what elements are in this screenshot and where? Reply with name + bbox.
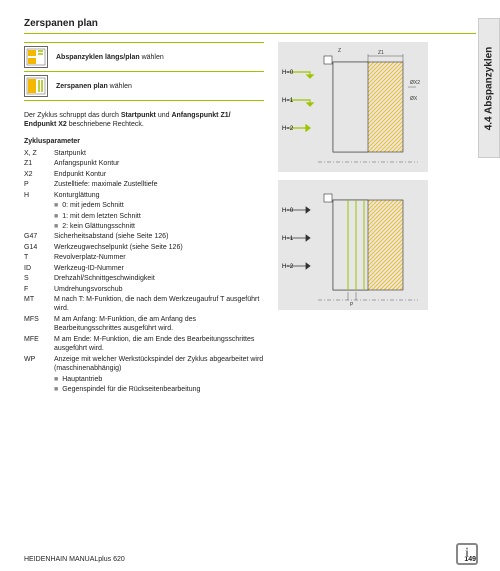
diagram-top: H=0 H=1 H=2 Z1 ØX2 ØX Z <box>278 42 428 172</box>
svg-text:H=1: H=1 <box>282 236 294 242</box>
footer-left: HEIDENHAIN MANUALplus 620 <box>24 556 125 563</box>
svg-text:H=1: H=1 <box>282 98 294 104</box>
param-row: G14Werkzeugwechselpunkt (siehe Seite 126… <box>24 243 264 252</box>
svg-text:Z1: Z1 <box>378 50 384 56</box>
param-sub: ■Hauptantrieb <box>54 375 264 384</box>
title-rule <box>24 33 476 34</box>
params-heading: Zyklusparameter <box>24 138 264 145</box>
svg-text:H=2: H=2 <box>282 264 294 270</box>
selector-1-label: Abspanzyklen längs/plan wählen <box>56 54 164 61</box>
param-row: TRevolverplatz-Nummer <box>24 253 264 262</box>
section-tab: 4.4 Abspanzyklen <box>478 18 500 158</box>
cycle-description: Der Zyklus schruppt das durch Startpunkt… <box>24 111 264 130</box>
param-row: MFEM am Ende: M-Funktion, die am Ende de… <box>24 335 264 354</box>
right-column: H=0 H=1 H=2 Z1 ØX2 ØX Z <box>278 42 428 395</box>
param-row: SDrehzahl/Schnittgeschwindigkeit <box>24 274 264 283</box>
cycle-icon-2 <box>24 75 48 97</box>
selector-row-2: Zerspanen plan wählen <box>24 72 264 101</box>
param-row: X, ZStartpunkt <box>24 149 264 158</box>
svg-text:ØX2: ØX2 <box>410 80 420 86</box>
param-row: HKonturglättung <box>24 191 264 200</box>
param-row: MFSM am Anfang: M-Funktion, die am Anfan… <box>24 315 264 334</box>
selector-2-label: Zerspanen plan wählen <box>56 83 132 90</box>
param-row: IDWerkzeug-ID-Nummer <box>24 264 264 273</box>
params-list: X, ZStartpunkt Z1Anfangspunkt Kontur X2E… <box>24 149 264 395</box>
left-column: Abspanzyklen längs/plan wählen Zerspanen… <box>24 42 264 395</box>
param-row: WPAnzeige mit welcher Werkstückspindel d… <box>24 355 264 374</box>
param-row: G47Sicherheitsabstand (siehe Seite 126) <box>24 232 264 241</box>
info-icon: i <box>456 543 478 565</box>
section-tab-label: 4.4 Abspanzyklen <box>484 46 495 130</box>
param-row: X2Endpunkt Kontur <box>24 170 264 179</box>
param-row: PZustelltiefe: maximale Zustelltiefe <box>24 180 264 189</box>
param-sub: ■2: kein Glättungsschnitt <box>54 222 264 231</box>
cycle-icon-1 <box>24 46 48 68</box>
param-row: Z1Anfangspunkt Kontur <box>24 159 264 168</box>
page-title: Zerspanen plan <box>24 18 476 29</box>
param-sub: ■1: mit dem letzten Schnitt <box>54 212 264 221</box>
svg-text:P: P <box>350 302 354 308</box>
param-sub: ■Gegenspindel für die Rückseitenbearbeit… <box>54 385 264 394</box>
param-sub: ■0: mit jedem Schnitt <box>54 201 264 210</box>
diagram-bottom: H=0 H=1 H=2 P <box>278 180 428 310</box>
svg-text:H=0: H=0 <box>282 70 294 76</box>
svg-text:H=0: H=0 <box>282 208 294 214</box>
param-row: MTM nach T: M-Funktion, die nach dem Wer… <box>24 295 264 314</box>
page-footer: HEIDENHAIN MANUALplus 620 149 i <box>24 556 476 563</box>
svg-text:Z: Z <box>338 48 341 54</box>
svg-text:H=2: H=2 <box>282 126 294 132</box>
param-row: FUmdrehungsvorschub <box>24 285 264 294</box>
selector-row-1: Abspanzyklen längs/plan wählen <box>24 42 264 72</box>
svg-text:ØX: ØX <box>410 96 418 102</box>
